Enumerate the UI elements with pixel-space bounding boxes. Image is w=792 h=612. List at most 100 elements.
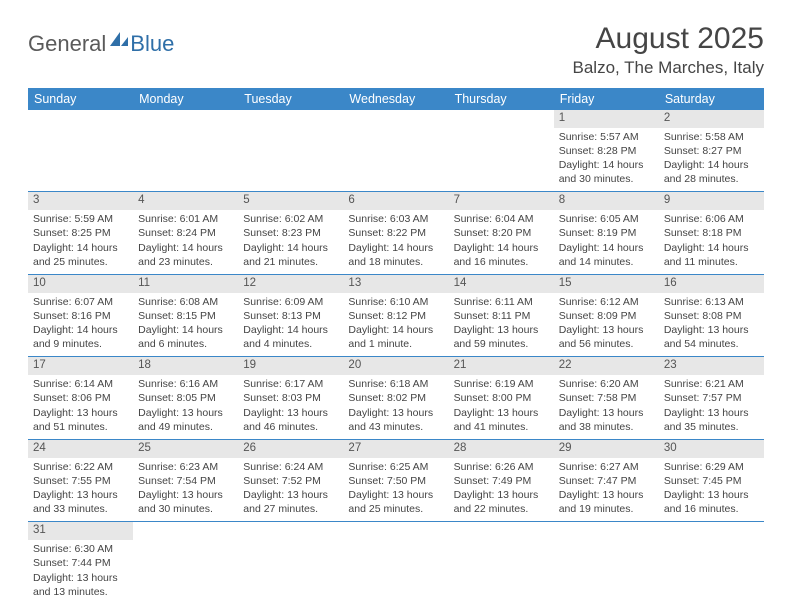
day-number: 9 xyxy=(659,192,764,210)
sunset-label: Sunset: xyxy=(33,475,72,487)
sunrise-label: Sunrise: xyxy=(33,543,74,555)
day-body: Sunrise: 6:22 AMSunset: 7:55 PMDaylight:… xyxy=(28,458,133,522)
day-number: 18 xyxy=(133,357,238,375)
daylight-label: Daylight: xyxy=(559,489,603,501)
day-body: Sunrise: 6:14 AMSunset: 8:06 PMDaylight:… xyxy=(28,375,133,439)
day-body: Sunrise: 6:21 AMSunset: 7:57 PMDaylight:… xyxy=(659,375,764,439)
sunrise-label: Sunrise: xyxy=(243,378,284,390)
sunrise-label: Sunrise: xyxy=(454,213,495,225)
sunset-value: 8:18 PM xyxy=(702,227,741,239)
sunset-label: Sunset: xyxy=(664,310,703,322)
sunrise-value: 6:16 AM xyxy=(180,378,219,390)
sunset-value: 8:09 PM xyxy=(597,310,636,322)
calendar-cell: 30Sunrise: 6:29 AMSunset: 7:45 PMDayligh… xyxy=(659,439,764,521)
sunrise-value: 6:10 AM xyxy=(390,296,429,308)
day-body: Sunrise: 6:25 AMSunset: 7:50 PMDaylight:… xyxy=(343,458,448,522)
sunrise-label: Sunrise: xyxy=(33,378,74,390)
day-number: 31 xyxy=(28,522,133,540)
sunrise-value: 5:58 AM xyxy=(705,131,744,143)
day-number: 4 xyxy=(133,192,238,210)
sunset-value: 8:20 PM xyxy=(492,227,531,239)
day-body: Sunrise: 6:12 AMSunset: 8:09 PMDaylight:… xyxy=(554,293,659,357)
day-body: Sunrise: 6:19 AMSunset: 8:00 PMDaylight:… xyxy=(449,375,554,439)
calendar-cell xyxy=(343,522,448,604)
sunrise-label: Sunrise: xyxy=(664,213,705,225)
day-body: Sunrise: 6:30 AMSunset: 7:44 PMDaylight:… xyxy=(28,540,133,604)
sunrise-value: 6:18 AM xyxy=(390,378,429,390)
day-body: Sunrise: 6:07 AMSunset: 8:16 PMDaylight:… xyxy=(28,293,133,357)
sunset-label: Sunset: xyxy=(33,310,72,322)
sunrise-label: Sunrise: xyxy=(243,296,284,308)
sunrise-value: 6:01 AM xyxy=(180,213,219,225)
sunrise-label: Sunrise: xyxy=(348,461,389,473)
day-number: 24 xyxy=(28,440,133,458)
sunrise-label: Sunrise: xyxy=(559,131,600,143)
day-number: 5 xyxy=(238,192,343,210)
logo: General Blue xyxy=(28,30,174,58)
day-body: Sunrise: 6:26 AMSunset: 7:49 PMDaylight:… xyxy=(449,458,554,522)
calendar-cell: 5Sunrise: 6:02 AMSunset: 8:23 PMDaylight… xyxy=(238,192,343,274)
sunset-value: 8:16 PM xyxy=(72,310,111,322)
day-body: Sunrise: 5:58 AMSunset: 8:27 PMDaylight:… xyxy=(659,128,764,192)
sunrise-label: Sunrise: xyxy=(454,461,495,473)
day-body: Sunrise: 6:09 AMSunset: 8:13 PMDaylight:… xyxy=(238,293,343,357)
calendar-cell: 11Sunrise: 6:08 AMSunset: 8:15 PMDayligh… xyxy=(133,274,238,356)
day-number: 10 xyxy=(28,275,133,293)
sunrise-label: Sunrise: xyxy=(348,213,389,225)
sunset-label: Sunset: xyxy=(138,227,177,239)
daylight-label: Daylight: xyxy=(559,242,603,254)
day-body: Sunrise: 6:05 AMSunset: 8:19 PMDaylight:… xyxy=(554,210,659,274)
sunset-label: Sunset: xyxy=(348,392,387,404)
sunrise-value: 6:21 AM xyxy=(705,378,744,390)
calendar-cell: 20Sunrise: 6:18 AMSunset: 8:02 PMDayligh… xyxy=(343,357,448,439)
sunrise-label: Sunrise: xyxy=(33,213,74,225)
sunrise-value: 6:14 AM xyxy=(74,378,113,390)
daylight-label: Daylight: xyxy=(33,489,77,501)
sunrise-value: 6:30 AM xyxy=(74,543,113,555)
sunrise-label: Sunrise: xyxy=(664,378,705,390)
sunrise-label: Sunrise: xyxy=(348,296,389,308)
weekday-header: Tuesday xyxy=(238,88,343,110)
daylight-label: Daylight: xyxy=(243,489,287,501)
sunset-value: 7:44 PM xyxy=(72,557,111,569)
sunset-label: Sunset: xyxy=(454,227,493,239)
sunrise-value: 6:02 AM xyxy=(285,213,324,225)
day-body: Sunrise: 6:18 AMSunset: 8:02 PMDaylight:… xyxy=(343,375,448,439)
calendar-cell: 7Sunrise: 6:04 AMSunset: 8:20 PMDaylight… xyxy=(449,192,554,274)
daylight-label: Daylight: xyxy=(33,572,77,584)
weekday-header-row: SundayMondayTuesdayWednesdayThursdayFrid… xyxy=(28,88,764,110)
day-body: Sunrise: 6:02 AMSunset: 8:23 PMDaylight:… xyxy=(238,210,343,274)
daylight-label: Daylight: xyxy=(454,407,498,419)
daylight-label: Daylight: xyxy=(138,242,182,254)
day-number: 1 xyxy=(554,110,659,128)
sunset-value: 7:49 PM xyxy=(492,475,531,487)
calendar-cell: 25Sunrise: 6:23 AMSunset: 7:54 PMDayligh… xyxy=(133,439,238,521)
calendar-cell xyxy=(28,110,133,192)
calendar-cell: 3Sunrise: 5:59 AMSunset: 8:25 PMDaylight… xyxy=(28,192,133,274)
sunset-label: Sunset: xyxy=(664,145,703,157)
calendar-cell: 13Sunrise: 6:10 AMSunset: 8:12 PMDayligh… xyxy=(343,274,448,356)
sunrise-label: Sunrise: xyxy=(33,296,74,308)
title-block: August 2025 Balzo, The Marches, Italy xyxy=(573,22,765,78)
sunset-label: Sunset: xyxy=(454,310,493,322)
calendar-cell: 26Sunrise: 6:24 AMSunset: 7:52 PMDayligh… xyxy=(238,439,343,521)
sunset-value: 8:28 PM xyxy=(597,145,636,157)
sunrise-value: 6:09 AM xyxy=(285,296,324,308)
day-number: 16 xyxy=(659,275,764,293)
day-body: Sunrise: 6:10 AMSunset: 8:12 PMDaylight:… xyxy=(343,293,448,357)
sunset-value: 8:02 PM xyxy=(387,392,426,404)
sunrise-value: 6:19 AM xyxy=(495,378,534,390)
day-number: 7 xyxy=(449,192,554,210)
day-body: Sunrise: 6:01 AMSunset: 8:24 PMDaylight:… xyxy=(133,210,238,274)
sunrise-value: 6:07 AM xyxy=(74,296,113,308)
day-number: 8 xyxy=(554,192,659,210)
day-number: 15 xyxy=(554,275,659,293)
sunrise-value: 5:57 AM xyxy=(600,131,639,143)
logo-text-blue: Blue xyxy=(130,31,174,57)
sunset-value: 7:57 PM xyxy=(702,392,741,404)
sunset-label: Sunset: xyxy=(454,475,493,487)
daylight-label: Daylight: xyxy=(664,324,708,336)
sunrise-value: 6:08 AM xyxy=(180,296,219,308)
day-number: 30 xyxy=(659,440,764,458)
day-number: 23 xyxy=(659,357,764,375)
